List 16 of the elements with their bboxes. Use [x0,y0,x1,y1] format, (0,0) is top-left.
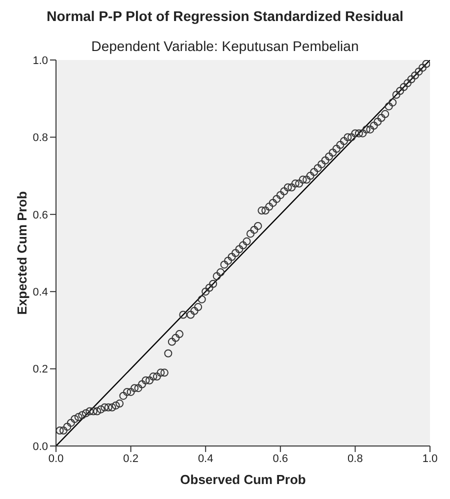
x-tick-label: 1.0 [422,452,438,465]
y-tick-label: 0.8 [32,132,48,144]
chart-subtitle: Dependent Variable: Keputusan Pembelian [90,38,360,54]
y-tick-label: 0.2 [32,364,48,376]
x-tick-label: 0.6 [272,452,288,465]
y-tick-label: 0.0 [32,440,48,453]
chart-title: Normal P-P Plot of Regression Standardized Residual [46,8,404,24]
x-tick-label: 0.4 [198,452,214,465]
y-tick-label: 0.4 [32,286,48,299]
x-tick-label: 0.0 [48,452,64,465]
x-tick-label: 0.8 [348,452,363,465]
x-axis-title: Observed Cum Prob [180,472,306,487]
y-axis-title: Expected Cum Prob [14,191,30,315]
x-tick-label: 0.2 [123,452,138,465]
y-tick-label: 1.0 [32,54,48,67]
y-tick-label: 0.6 [32,209,48,222]
